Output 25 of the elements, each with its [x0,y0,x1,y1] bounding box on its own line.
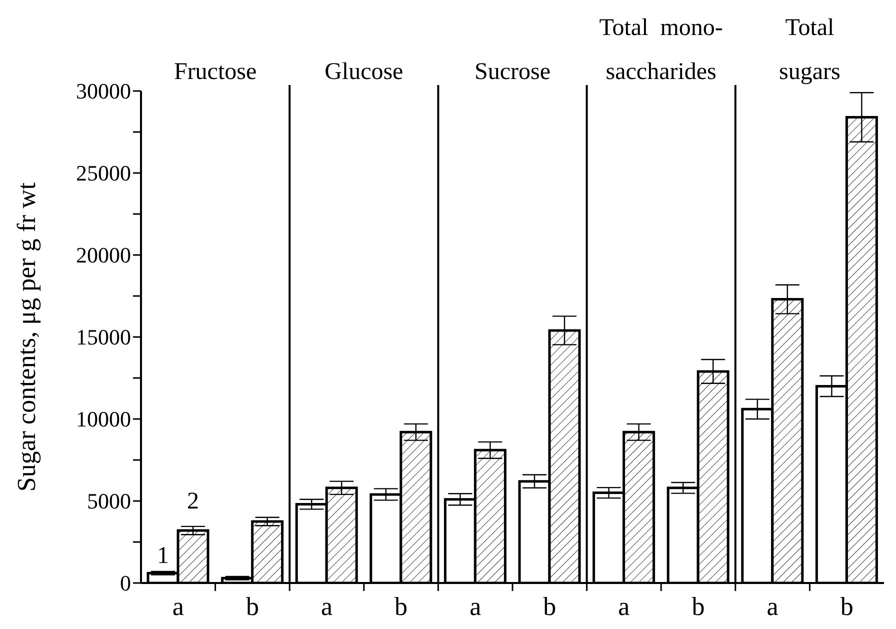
y-tick-label: 20000 [76,242,131,268]
x-tick-label: b [246,592,259,621]
x-tick-label: a [320,592,333,621]
x-tick-label: a [618,592,630,621]
x-tick-label: b [692,592,705,621]
x-tick-label: a [470,592,482,621]
y-axis-title: Sugar contents, μg per g fr wt [12,182,42,492]
y-tick-label: 0 [120,570,131,596]
text: Total sugars [779,15,840,85]
series-label: 1 [157,543,169,570]
y-tick-label: 15000 [76,324,131,350]
x-tick-label: a [172,592,184,621]
text: Sucrose [474,59,550,85]
x-tick-label: b [394,592,408,621]
y-tick-label: 30000 [76,78,131,104]
text: Glucose [324,59,404,85]
text: Total mono- saccharides [599,15,723,85]
x-tick-label: b [840,592,854,621]
y-tick-label: 5000 [87,488,131,514]
y-tick-label: 10000 [76,406,131,432]
x-tick-label: b [543,592,556,621]
x-tick-label: a [766,592,779,621]
y-tick-label: 25000 [76,160,131,186]
text: Fructose [174,59,257,85]
series-label: 2 [187,488,199,515]
